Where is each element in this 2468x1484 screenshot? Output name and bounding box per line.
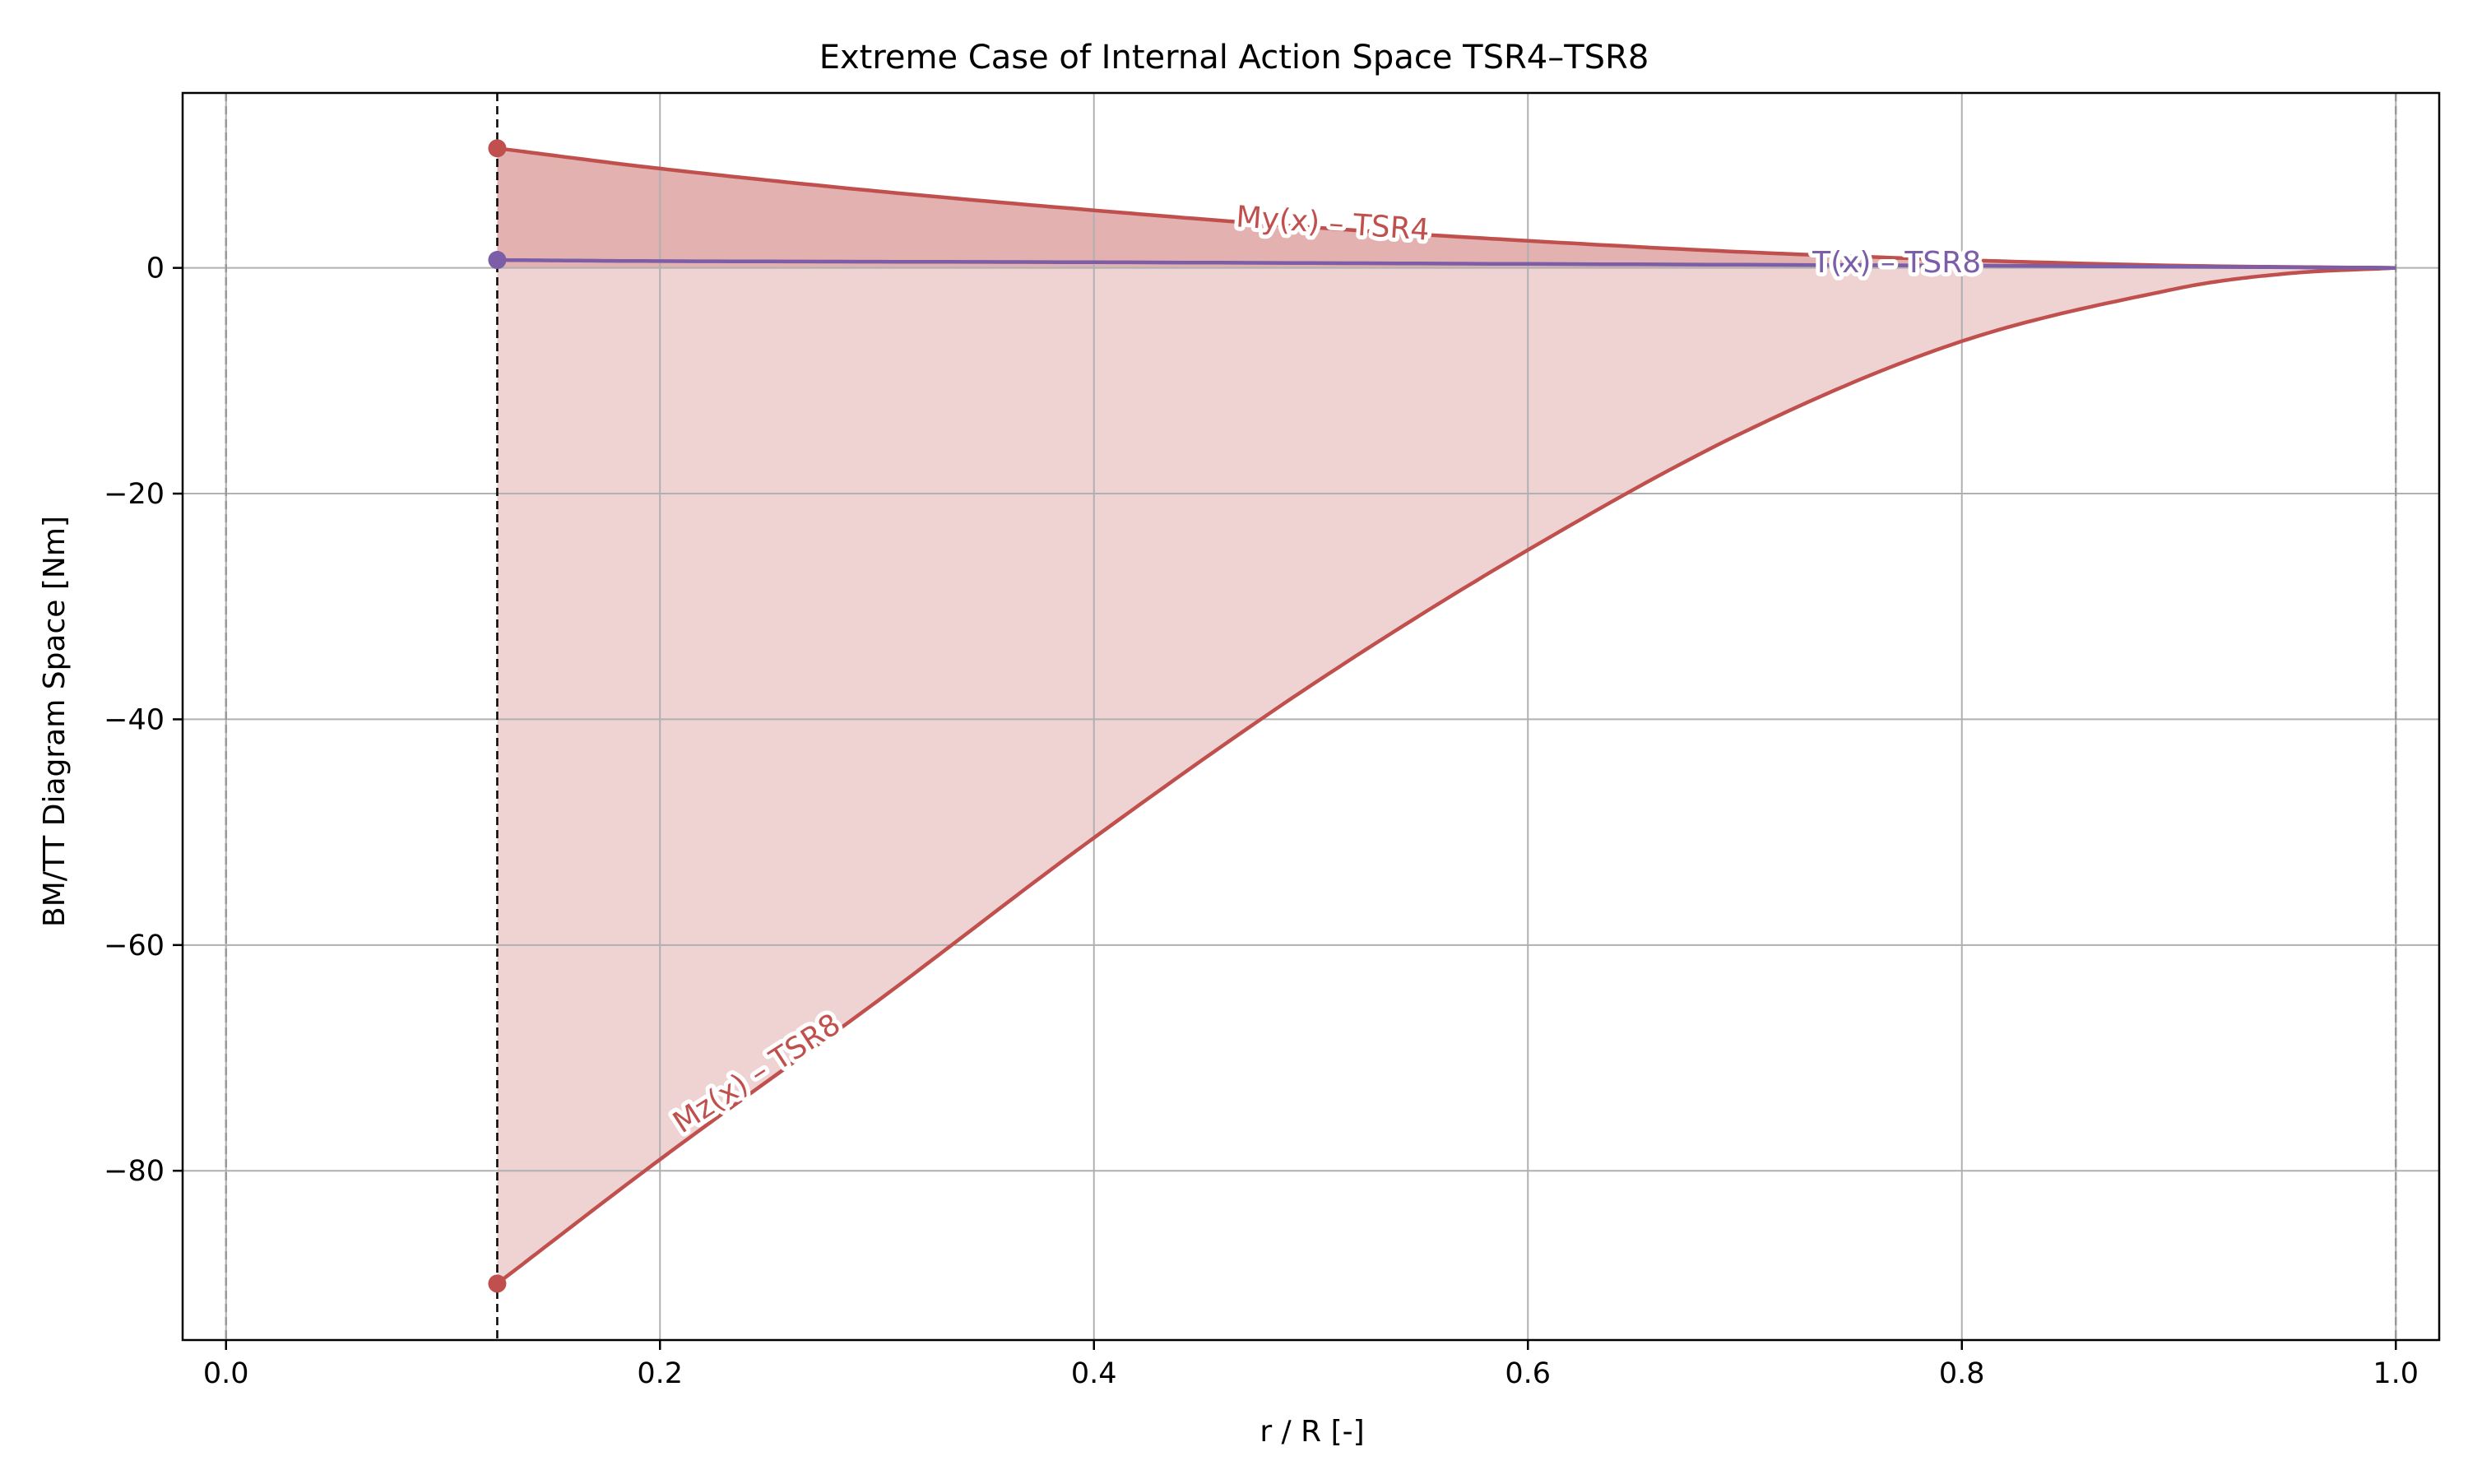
y-tick-label: −80	[104, 1155, 165, 1188]
fill-upper-region	[497, 148, 2396, 268]
y-tick-label: 0	[146, 253, 165, 285]
fill-layer	[497, 148, 2396, 1284]
y-axis-label: BM/TT Diagram Space [Nm]	[38, 516, 72, 927]
y-tick-label: −60	[104, 930, 165, 962]
x-tick-label: 0.0	[203, 1357, 249, 1390]
series-layer	[496, 146, 2396, 1286]
x-tick-label: 1.0	[2373, 1357, 2419, 1390]
y-tick-label: −20	[104, 478, 165, 511]
series-start-marker	[488, 251, 507, 270]
x-tick-label: 0.6	[1505, 1357, 1551, 1390]
x-tick-label: 0.8	[1939, 1357, 1985, 1390]
fill-lower-region	[497, 267, 2396, 1284]
vertical-lines-layer	[225, 93, 2397, 1340]
series-start-marker	[488, 139, 507, 158]
markers-layer	[488, 139, 507, 1293]
series-start-marker	[488, 1274, 507, 1293]
plot-frame	[181, 91, 2441, 1342]
series-line-mz-tsr8	[496, 266, 2396, 1286]
x-axis-label: r / R [-]	[1260, 1415, 1364, 1449]
series-line-my-tsr4	[497, 146, 2396, 270]
inline-series-label: T(x) – TSR8	[1812, 246, 1981, 280]
x-tick-label: 0.4	[1071, 1357, 1117, 1390]
inline-label-halo: T(x) – TSR8	[1812, 246, 1981, 280]
series-line-t-tsr8	[497, 257, 2396, 270]
ticks-layer: 0.0 0.2 0.4 0.6 0.8 1.0 −80 −60 −40 −20 0	[104, 253, 2419, 1390]
chart-title: Extreme Case of Internal Action Space TS…	[819, 39, 1649, 77]
x-tick-label: 0.2	[637, 1357, 683, 1390]
y-tick-label: −40	[104, 703, 165, 736]
